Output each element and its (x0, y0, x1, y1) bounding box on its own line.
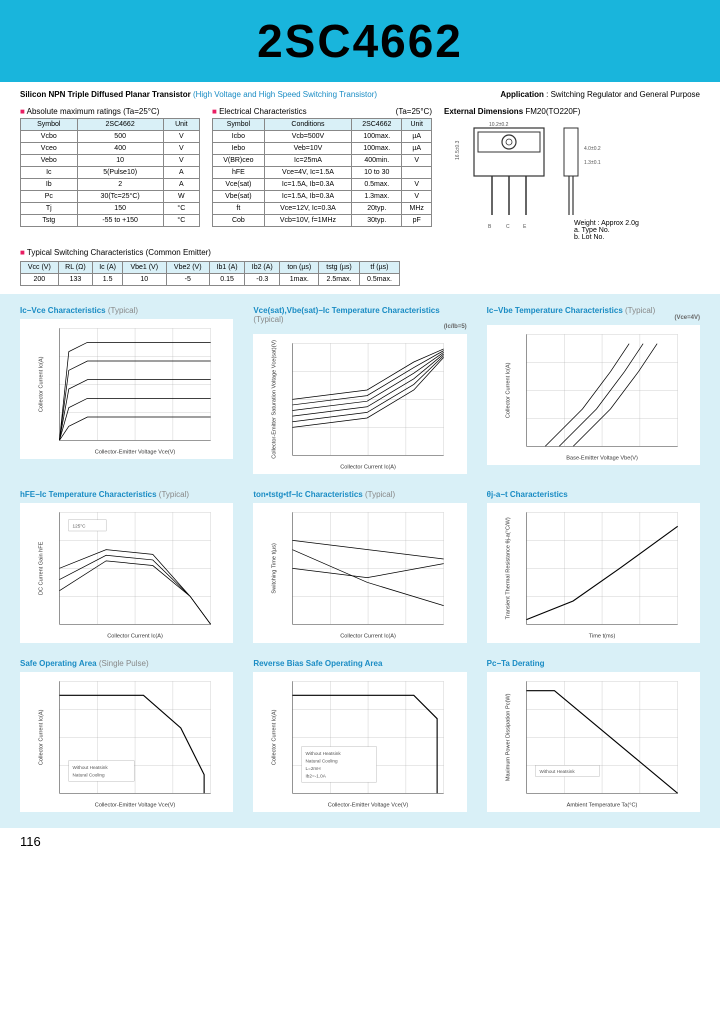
elec-char-col: ■ Electrical Characteristics (Ta=25°C) S… (212, 107, 432, 240)
abs-ratings-table: Symbol2SC4662Unit Vcbo500VVceo400VVebo10… (20, 118, 200, 227)
chart-7: Reverse Bias Safe Operating Area Without … (253, 659, 466, 812)
app-value: : Switching Regulator and General Purpos… (546, 90, 700, 99)
chart-title: Pc−Ta Derating (487, 659, 700, 668)
chart-canvas: Without Heatsink Natural Cooling Collector… (20, 672, 233, 812)
subtitle-main: Silicon NPN Triple Diffused Planar Trans… (20, 90, 191, 99)
chart-title: hFE−Ic Temperature Characteristics (Typi… (20, 490, 233, 499)
svg-text:Natural Cooling: Natural Cooling (73, 773, 106, 778)
chart-0: Ic−Vce Characteristics (Typical) Collecto… (20, 306, 233, 474)
svg-text:Without Heatsink: Without Heatsink (306, 751, 342, 756)
svg-text:Without Heatsink: Without Heatsink (539, 769, 575, 774)
sw-header: ■ Typical Switching Characteristics (Com… (20, 248, 700, 257)
chart-title: Reverse Bias Safe Operating Area (253, 659, 466, 668)
svg-text:Collector Current Ic(A): Collector Current Ic(A) (107, 633, 163, 639)
svg-text:L=2mH: L=2mH (306, 766, 321, 771)
svg-text:4.0±0.2: 4.0±0.2 (584, 146, 601, 152)
svg-text:Collector Current Ic(A): Collector Current Ic(A) (39, 356, 45, 412)
chart-title: Ic−Vbe Temperature Characteristics (Typi… (487, 306, 700, 321)
svg-text:10.2±0.2: 10.2±0.2 (489, 122, 509, 128)
chart-4: ton•tstg•tf−Ic Characteristics (Typical)… (253, 490, 466, 643)
svg-text:Collector Current Ic(A): Collector Current Ic(A) (341, 633, 397, 639)
svg-text:Collector Current Ic(A): Collector Current Ic(A) (272, 709, 278, 765)
chart-canvas: 125°C Collector Current Ic(A) DC Current G… (20, 503, 233, 643)
chart-6: Safe Operating Area (Single Pulse) Withou… (20, 659, 233, 812)
svg-text:Time t(ms): Time t(ms) (588, 633, 615, 639)
svg-text:DC Current Gain hFE: DC Current Gain hFE (39, 541, 45, 595)
chart-3: hFE−Ic Temperature Characteristics (Typi… (20, 490, 233, 643)
part-number-title: 2SC4662 (0, 14, 720, 68)
package-drawing: B C E 16.5±0.3 10.2±0.2 4.0±0.2 1.3±0.1 … (444, 120, 654, 240)
svg-text:E: E (523, 224, 527, 230)
chart-canvas: Collector Current Ic(A) Switching Time t(… (253, 503, 466, 643)
chart-title: Vce(sat),Vbe(sat)−Ic Temperature Charact… (253, 306, 466, 330)
chart-title: θj-a−t Characteristics (487, 490, 700, 499)
svg-text:Collector-Emitter Saturation V: Collector-Emitter Saturation Voltage Vce… (272, 340, 278, 459)
chart-canvas: Collector-Emitter Voltage Vce(V) Collecto… (20, 319, 233, 459)
chart-title: Ic−Vce Characteristics (Typical) (20, 306, 233, 315)
svg-text:Switching Time t(µs): Switching Time t(µs) (272, 543, 278, 594)
chart-title: ton•tstg•tf−Ic Characteristics (Typical) (253, 490, 466, 499)
svg-text:Without Heatsink: Without Heatsink (73, 765, 109, 770)
svg-text:Ib2=-1.0A: Ib2=-1.0A (306, 773, 327, 778)
svg-text:Collector-Emitter Voltage Vce(: Collector-Emitter Voltage Vce(V) (95, 449, 176, 455)
app-label: Application (500, 90, 544, 99)
chart-canvas: Time t(ms) Transient Thermal Resistance θ… (487, 503, 700, 643)
svg-text:Ambient Temperature Ta(°C): Ambient Temperature Ta(°C) (566, 802, 637, 808)
svg-text:1.3±0.1: 1.3±0.1 (584, 160, 601, 166)
weight-text: Weight : Approx 2.0g a. Type No. b. Lot … (574, 220, 639, 241)
dim-header: External Dimensions FM20(TO220F) (444, 107, 700, 116)
svg-text:C: C (506, 224, 510, 230)
svg-text:Collector Current Ic(A): Collector Current Ic(A) (39, 709, 45, 765)
subtitle-left: Silicon NPN Triple Diffused Planar Trans… (20, 90, 377, 99)
svg-text:Collector-Emitter Voltage Vce(: Collector-Emitter Voltage Vce(V) (95, 802, 176, 808)
chart-title: Safe Operating Area (Single Pulse) (20, 659, 233, 668)
abs-ratings-header: ■ Absolute maximum ratings (Ta=25°C) (20, 107, 200, 116)
chart-1: Vce(sat),Vbe(sat)−Ic Temperature Charact… (253, 306, 466, 474)
svg-text:Base-Emitter Voltage Vbe(V): Base-Emitter Voltage Vbe(V) (566, 455, 638, 461)
abs-ratings-col: ■ Absolute maximum ratings (Ta=25°C) Sym… (20, 107, 200, 240)
chart-2: Ic−Vbe Temperature Characteristics (Typi… (487, 306, 700, 474)
svg-text:Collector-Emitter Voltage Vce(: Collector-Emitter Voltage Vce(V) (328, 802, 409, 808)
elec-header: ■ Electrical Characteristics (Ta=25°C) (212, 107, 432, 116)
chart-canvas: Without Heatsink Natural Cooling L=2mH Ib2=… (253, 672, 466, 812)
title-bar: 2SC4662 (0, 0, 720, 82)
elec-table: SymbolConditions2SC4662Unit IcboVcb=500V… (212, 118, 432, 227)
page-number: 116 (0, 828, 720, 855)
charts-section: Ic−Vce Characteristics (Typical) Collecto… (0, 294, 720, 828)
chart-canvas: Without Heatsink Ambient Temperature Ta(°… (487, 672, 700, 812)
chart-canvas: Base-Emitter Voltage Vbe(V) Collector Cur… (487, 325, 700, 465)
svg-text:16.5±0.3: 16.5±0.3 (455, 140, 461, 160)
chart-5: θj-a−t Characteristics Time t(ms) Transien… (487, 490, 700, 643)
top-section: ■ Absolute maximum ratings (Ta=25°C) Sym… (0, 103, 720, 248)
subtitle-type: (High Voltage and High Speed Switching T… (193, 90, 377, 99)
application-text: Application : Switching Regulator and Ge… (500, 90, 700, 99)
dimensions-col: External Dimensions FM20(TO220F) B C E 1… (444, 107, 700, 240)
chart-canvas: Collector Current Ic(A) Collector-Emitter… (253, 334, 466, 474)
svg-text:125°C: 125°C (73, 523, 87, 528)
svg-text:Maximum Power Dissipation Pc(W: Maximum Power Dissipation Pc(W) (505, 693, 511, 781)
switching-table: Vcc (V)RL (Ω)Ic (A)Vbe1 (V)Vbe2 (V)Ib1 (… (20, 261, 400, 286)
svg-text:Collector Current Ic(A): Collector Current Ic(A) (505, 362, 511, 418)
chart-8: Pc−Ta Derating Without Heatsink Ambient Te… (487, 659, 700, 812)
svg-text:Collector Current Ic(A): Collector Current Ic(A) (341, 464, 397, 470)
subtitle-row: Silicon NPN Triple Diffused Planar Trans… (0, 82, 720, 103)
svg-text:Natural Cooling: Natural Cooling (306, 759, 339, 764)
svg-text:Transient Thermal Resistance θ: Transient Thermal Resistance θj-a(°C/W) (505, 517, 511, 619)
svg-text:B: B (488, 224, 492, 230)
